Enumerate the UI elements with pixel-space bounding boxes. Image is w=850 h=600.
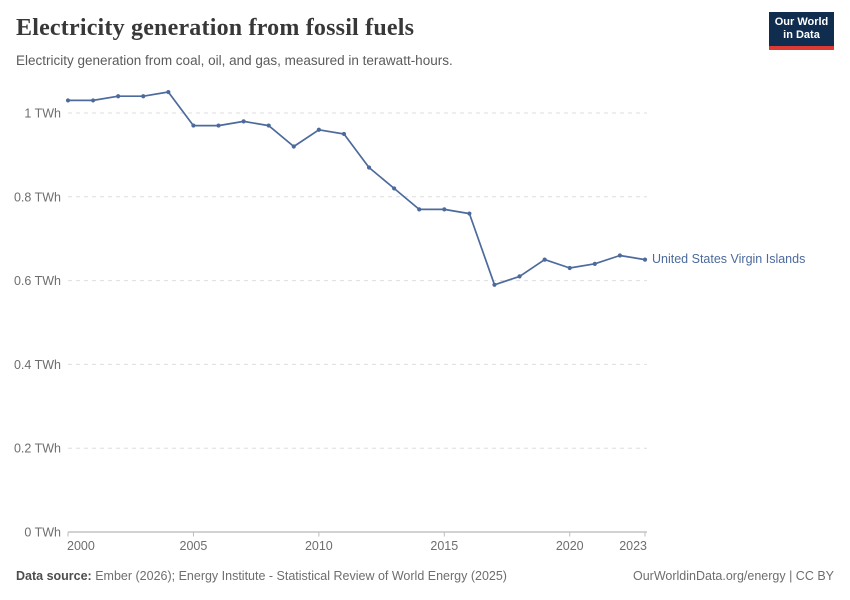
data-point	[241, 119, 246, 124]
data-point	[166, 89, 171, 95]
data-point	[141, 94, 146, 99]
data-point	[116, 94, 121, 99]
data-point	[216, 123, 221, 128]
x-axis-tick-label: 2000	[67, 539, 95, 553]
y-axis-tick-label: 0 TWh	[24, 526, 61, 540]
chart-subtitle: Electricity generation from coal, oil, a…	[16, 53, 453, 68]
data-point	[191, 123, 196, 128]
x-axis-tick-label: 2020	[556, 539, 584, 553]
x-axis-tick-label: 2015	[430, 539, 458, 553]
series-entity-label: United States Virgin Islands	[652, 252, 806, 266]
data-point	[492, 282, 497, 287]
chart-footer: Data source: Ember (2026); Energy Instit…	[16, 569, 834, 583]
y-axis-tick-label: 0.8 TWh	[14, 190, 61, 204]
data-source-note: Data source: Ember (2026); Energy Instit…	[16, 569, 507, 583]
data-point	[567, 265, 572, 271]
data-point	[592, 261, 597, 266]
y-axis-tick-label: 0.2 TWh	[14, 442, 61, 456]
data-point	[90, 98, 96, 103]
license-note: OurWorldinData.org/energy | CC BY	[632, 569, 834, 583]
data-point	[517, 274, 522, 279]
y-axis-tick-label: 1 TWh	[24, 107, 61, 121]
data-source-text: Ember (2026); Energy Institute - Statist…	[91, 569, 507, 583]
x-axis-tick-label: 2023	[619, 539, 647, 553]
data-point	[617, 253, 623, 258]
data-source-label: Data source:	[16, 569, 92, 583]
data-point	[392, 186, 397, 191]
data-point	[642, 257, 648, 262]
y-axis-tick-label: 0.4 TWh	[14, 358, 61, 372]
data-point	[467, 211, 472, 216]
data-point	[316, 127, 321, 132]
x-axis-tick-label: 2005	[180, 539, 208, 553]
series-line	[67, 91, 646, 286]
data-point	[266, 123, 271, 128]
data-point	[366, 165, 372, 170]
owid-logo-line2: in Data	[783, 29, 820, 41]
data-point	[65, 98, 71, 103]
data-point	[291, 144, 296, 149]
data-point	[341, 131, 347, 137]
x-axis-tick-label: 2010	[305, 539, 333, 553]
chart-title: Electricity generation from fossil fuels	[16, 15, 415, 41]
data-point	[442, 207, 447, 212]
owid-logo: Our World in Data	[769, 12, 834, 50]
data-point	[542, 257, 547, 262]
data-point	[417, 207, 422, 212]
y-axis-tick-label: 0.6 TWh	[14, 274, 61, 288]
owid-logo-line1: Our World	[774, 16, 829, 28]
